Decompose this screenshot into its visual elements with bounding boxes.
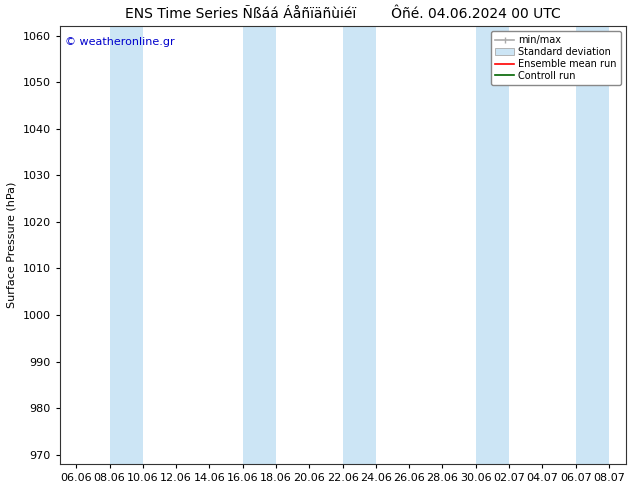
Bar (476, 26, 509, 464)
Title: ENS Time Series Ñßáá Áåñïäñùiéï        Ôñé. 04.06.2024 00 UTC: ENS Time Series Ñßáá Áåñïäñùiéï Ôñé. 04.… (125, 7, 560, 21)
Bar (342, 26, 376, 464)
Bar (110, 26, 143, 464)
Text: © weatheronline.gr: © weatheronline.gr (65, 37, 175, 47)
Bar (576, 26, 609, 464)
Legend: min/max, Standard deviation, Ensemble mean run, Controll run: min/max, Standard deviation, Ensemble me… (491, 31, 621, 85)
Bar (243, 26, 276, 464)
Y-axis label: Surface Pressure (hPa): Surface Pressure (hPa) (7, 182, 17, 308)
